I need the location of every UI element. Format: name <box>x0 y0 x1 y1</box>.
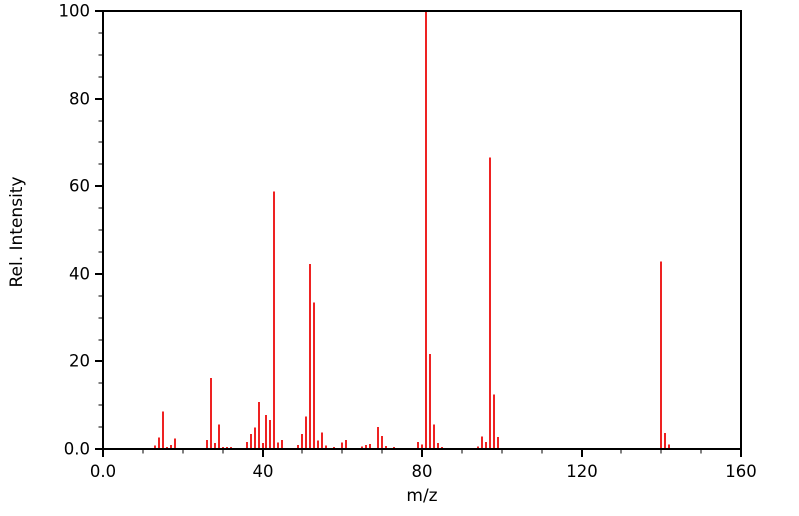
spectrum-peak <box>393 447 395 449</box>
spectrum-peak <box>154 445 156 449</box>
y-tick-label: 0.0 <box>64 440 90 459</box>
y-tick-label: 20 <box>69 352 90 371</box>
spectrum-peak <box>325 445 327 449</box>
spectrum-peak <box>222 446 224 449</box>
spectrum-peak <box>258 402 260 449</box>
spectrum-peak <box>214 442 216 449</box>
x-tick-label: 80 <box>412 462 433 481</box>
spectrum-peak <box>254 427 256 449</box>
spectrum-peak <box>345 439 347 449</box>
spectrum-peak <box>441 446 443 449</box>
spectrum-peak <box>218 424 220 449</box>
spectrum-peak <box>269 420 271 449</box>
spectrum-peak <box>421 444 423 449</box>
y-tick-label: 40 <box>69 265 90 284</box>
spectrum-peak <box>668 444 670 449</box>
spectrum-peak <box>660 261 662 449</box>
spectrum-peak <box>433 424 435 449</box>
spectrum-peak <box>277 442 279 449</box>
spectrum-peak <box>273 191 275 449</box>
spectrum-peak <box>377 427 379 449</box>
spectrum-peak <box>385 445 387 449</box>
spectrum-peak <box>206 439 208 449</box>
spectrum-peak <box>333 446 335 449</box>
x-tick-label: 160 <box>725 462 757 481</box>
y-axis-label: Rel. Intensity <box>7 176 27 288</box>
spectrum-peak <box>321 432 323 449</box>
spectrum-peak <box>250 434 252 449</box>
spectrum-peak <box>369 444 371 449</box>
x-tick-label: 0.0 <box>90 462 116 481</box>
spectrum-peak <box>664 432 666 449</box>
spectrum-peak <box>226 447 228 449</box>
y-tick-label: 60 <box>69 177 90 196</box>
spectrum-peak <box>425 11 427 449</box>
spectrum-peak <box>481 436 483 449</box>
x-tick-label: 120 <box>566 462 598 481</box>
spectrum-peak <box>497 437 499 449</box>
spectrum-peak <box>429 353 431 449</box>
x-axis-label: m/z <box>406 486 438 506</box>
spectrum-peak <box>485 441 487 449</box>
spectrum-peak <box>301 434 303 449</box>
spectrum-peak <box>170 445 172 449</box>
x-tick-label: 40 <box>253 462 274 481</box>
spectrum-peak <box>477 446 479 449</box>
spectrum-peak <box>365 445 367 449</box>
spectrum-peak <box>437 442 439 449</box>
spectrum-peak <box>262 442 264 449</box>
spectrum-peak <box>297 445 299 449</box>
spectrum-peak <box>281 439 283 449</box>
spectrum-peak <box>230 446 232 449</box>
plot-frame <box>102 10 742 450</box>
y-tick-label: 100 <box>59 2 91 21</box>
spectrum-peak <box>381 435 383 449</box>
spectrum-peak <box>309 264 311 449</box>
spectrum-peak <box>162 411 164 449</box>
spectrum-peak <box>489 157 491 450</box>
spectrum-peak <box>361 446 363 449</box>
spectrum-peak <box>313 302 315 449</box>
spectrum-peak <box>417 441 419 449</box>
spectrum-peak <box>317 440 319 449</box>
spectrum-peak <box>210 378 212 449</box>
spectrum-peak <box>341 442 343 449</box>
spectrum-peak <box>174 438 176 449</box>
spectrum-peak <box>158 437 160 449</box>
y-tick-label: 80 <box>69 90 90 109</box>
spectrum-peak <box>493 394 495 449</box>
spectrum-peak <box>246 441 248 449</box>
spectrum-peak <box>166 446 168 449</box>
spectrum-peak <box>265 414 267 449</box>
spectrum-peak <box>305 416 307 449</box>
